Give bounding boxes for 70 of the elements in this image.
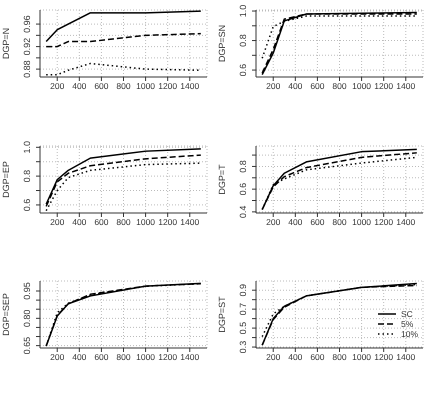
x-tick-label: 1000 xyxy=(352,81,372,92)
x-tick-label: 800 xyxy=(332,81,347,92)
y-tick-label: 0.3 xyxy=(238,340,248,354)
x-tick-label: 400 xyxy=(288,81,303,92)
legend-label: 10% xyxy=(400,329,418,340)
x-tick-label: 600 xyxy=(310,352,325,362)
y-tick-label: 0.96 xyxy=(22,15,32,33)
x-tick-label: 1200 xyxy=(374,216,394,227)
x-tick-label: 1200 xyxy=(158,352,178,362)
y-axis-title: DGP=ST xyxy=(217,296,228,333)
x-tick-label: 200 xyxy=(266,216,281,227)
x-tick-label: 800 xyxy=(116,216,131,227)
y-tick-label: 1.0 xyxy=(22,140,32,154)
x-tick-label: 1400 xyxy=(180,352,200,362)
y-tick-label: 0.8 xyxy=(22,169,32,182)
legend-label: SC xyxy=(400,309,413,320)
y-axis-title: DGP=SEP xyxy=(1,293,12,336)
x-tick-label: 1000 xyxy=(136,352,156,362)
x-tick-label: 200 xyxy=(50,216,65,227)
x-tick-label: 200 xyxy=(50,352,65,362)
x-tick-label: 200 xyxy=(50,81,65,92)
x-tick-label: 400 xyxy=(72,216,87,227)
x-tick-label: 400 xyxy=(72,352,87,362)
y-tick-label: 0.7 xyxy=(238,303,248,316)
x-tick-label: 600 xyxy=(310,81,325,92)
x-tick-label: 600 xyxy=(310,216,325,227)
x-tick-label: 800 xyxy=(332,216,347,227)
x-tick-label: 1400 xyxy=(180,216,200,227)
y-tick-label: 0.6 xyxy=(238,64,248,76)
x-tick-label: 1000 xyxy=(136,216,156,227)
y-tick-label: 0.8 xyxy=(238,34,248,47)
x-tick-label: 400 xyxy=(72,81,87,92)
x-tick-label: 600 xyxy=(94,216,109,227)
y-tick-label: 0.9 xyxy=(238,284,248,297)
x-tick-label: 1400 xyxy=(396,216,416,227)
y-tick-label: 0.4 xyxy=(238,205,248,218)
y-tick-label: 0.92 xyxy=(22,38,32,56)
y-axis-title: DGP=T xyxy=(217,163,228,194)
x-tick-label: 1000 xyxy=(352,352,372,362)
y-tick-label: 0.5 xyxy=(238,322,248,335)
y-tick-label: 0.95 xyxy=(22,282,32,300)
x-tick-label: 1200 xyxy=(158,81,178,92)
x-tick-label: 200 xyxy=(266,81,281,92)
x-tick-label: 800 xyxy=(116,352,131,362)
x-tick-label: 1000 xyxy=(352,216,372,227)
y-tick-label: 1.0 xyxy=(238,4,248,18)
x-tick-label: 1200 xyxy=(158,216,178,227)
legend-label: 5% xyxy=(400,319,414,330)
x-tick-label: 1200 xyxy=(374,81,394,92)
x-tick-label: 800 xyxy=(332,352,347,362)
y-tick-label: 0.6 xyxy=(22,198,32,211)
x-tick-label: 600 xyxy=(94,81,109,92)
y-tick-label: 0.80 xyxy=(22,310,32,328)
x-tick-label: 400 xyxy=(288,352,303,362)
y-tick-label: 0.65 xyxy=(22,337,32,355)
y-axis-title: DGP=EP xyxy=(1,160,12,198)
y-axis-title: DGP=N xyxy=(1,28,12,60)
y-axis-title: DGP=SN xyxy=(217,24,228,62)
x-tick-label: 1200 xyxy=(374,352,394,362)
y-tick-label: 0.88 xyxy=(22,60,32,78)
y-tick-label: 0.8 xyxy=(238,160,248,172)
x-tick-label: 1400 xyxy=(396,81,416,92)
x-tick-label: 1400 xyxy=(180,81,200,92)
y-tick-label: 0.6 xyxy=(238,182,248,196)
x-tick-label: 1400 xyxy=(396,352,416,362)
x-tick-label: 800 xyxy=(116,81,131,92)
x-tick-label: 400 xyxy=(288,216,303,227)
x-tick-label: 200 xyxy=(266,352,281,362)
x-tick-label: 600 xyxy=(94,352,109,362)
x-tick-label: 1000 xyxy=(136,81,156,92)
